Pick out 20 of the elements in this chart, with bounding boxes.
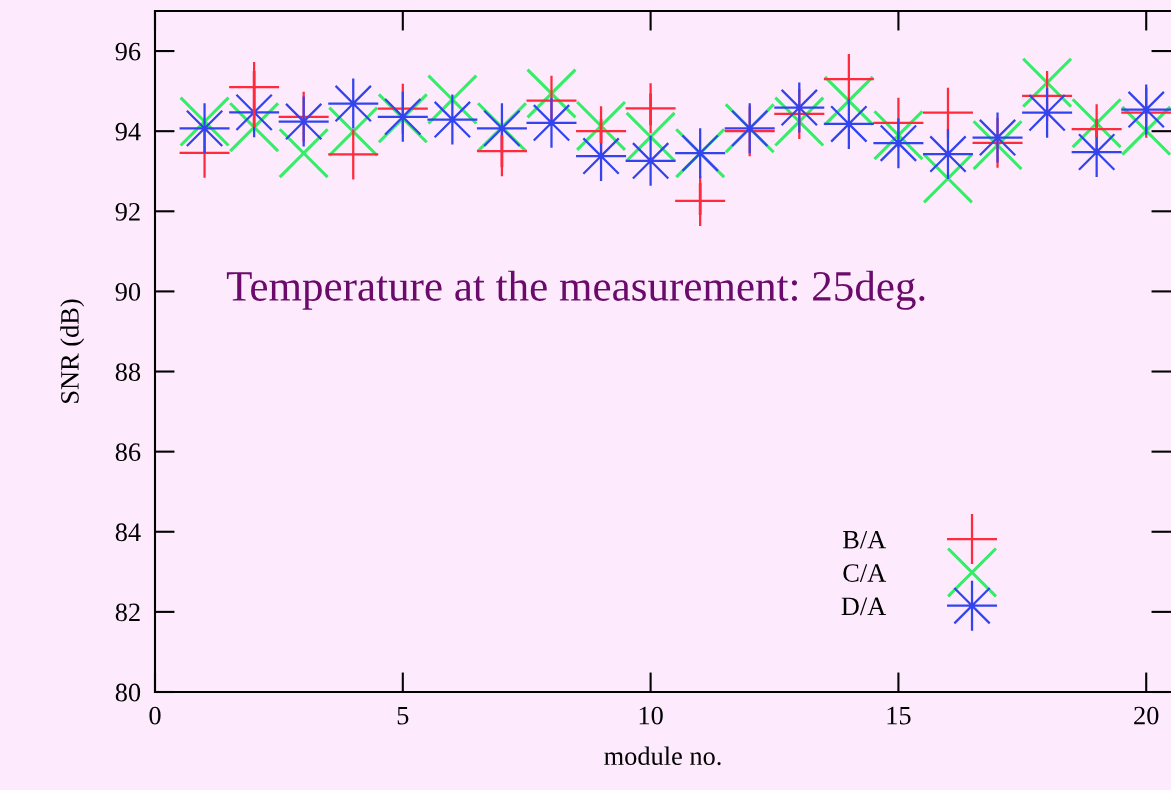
legend-label: B/A: [843, 530, 887, 549]
y-axis-title: SNR (dB): [60, 299, 85, 403]
y-tick-label: 82: [115, 603, 140, 622]
y-tick-label: 88: [115, 363, 141, 381]
legend-label: C/A: [843, 564, 887, 582]
y-tick-label: 96: [115, 42, 141, 61]
annotation: Temperature at the measurement: 25deg.: [226, 270, 925, 310]
x-tick-label: 10: [639, 706, 663, 725]
x-tick-label: 0: [149, 706, 161, 725]
y-tick-label: 94: [115, 122, 141, 141]
x-tick-label: 15: [887, 706, 911, 725]
y-tick-label: 84: [115, 523, 141, 542]
y-tick-label: 86: [115, 443, 141, 462]
y-tick-label: 92: [115, 202, 140, 221]
y-tick-label: 80: [115, 683, 141, 702]
x-tick-label: 20: [1134, 706, 1159, 725]
y-tick-label: 90: [115, 283, 141, 301]
x-axis-title: module no.: [604, 746, 721, 766]
x-tick-label: 5: [397, 706, 409, 725]
legend-label: D/A: [841, 597, 887, 616]
